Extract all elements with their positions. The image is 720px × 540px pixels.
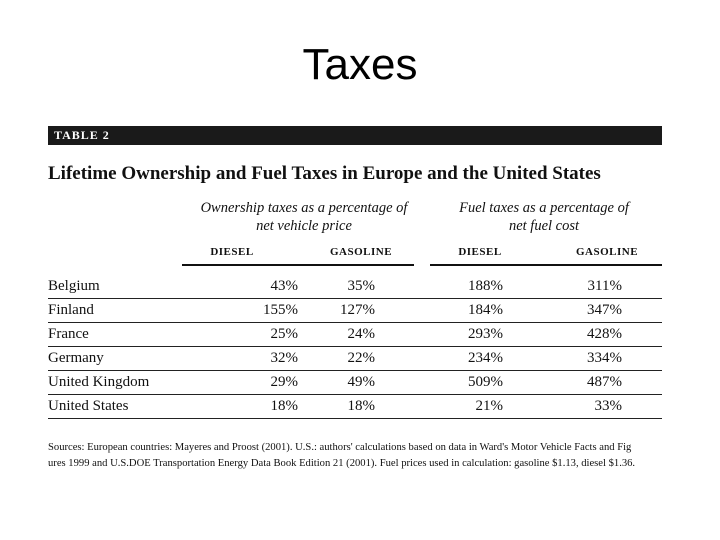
country-cell: Finland: [48, 302, 94, 318]
own-gasoline-cell: 24%: [347, 326, 376, 342]
fuel-header-rule: [430, 264, 662, 266]
table-row: United States 18% 18% 21% 33%: [48, 394, 662, 419]
own-gasoline-cell: 22%: [347, 350, 376, 366]
fuel-gasoline-cell: 33%: [594, 398, 623, 414]
fuel-diesel-cell: 234%: [468, 350, 503, 366]
fuel-diesel-cell: 184%: [468, 302, 503, 318]
own-diesel-cell: 155%: [263, 302, 298, 318]
own-gasoline-cell: 35%: [347, 278, 376, 294]
country-cell: France: [48, 326, 89, 342]
fuel-diesel-cell: 21%: [475, 398, 504, 414]
table-row: Belgium 43% 35% 188% 311%: [48, 274, 662, 299]
fuel-gasoline-cell: 334%: [587, 350, 622, 366]
country-cell: United Kingdom: [48, 374, 150, 390]
ownership-header-rule: [182, 264, 414, 266]
ownership-header-line2: net vehicle price: [256, 218, 352, 234]
col-header-own-diesel: DIESEL: [210, 246, 254, 258]
sources-line1: Sources: European countries: Mayeres and…: [48, 442, 632, 453]
fuel-header-line1: Fuel taxes as a percentage of: [459, 200, 629, 216]
own-diesel-cell: 29%: [270, 374, 299, 390]
col-header-own-gasoline: GASOLINE: [329, 246, 393, 258]
fuel-gasoline-cell: 347%: [587, 302, 622, 318]
col-header-fuel-diesel: DIESEL: [458, 246, 502, 258]
fuel-gasoline-cell: 428%: [587, 326, 622, 342]
own-diesel-cell: 18%: [270, 398, 299, 414]
fuel-gasoline-cell: 311%: [587, 278, 622, 294]
own-gasoline-cell: 49%: [347, 374, 376, 390]
own-gasoline-cell: 127%: [340, 302, 375, 318]
fuel-diesel-cell: 293%: [468, 326, 503, 342]
table-row: Finland 155% 127% 184% 347%: [48, 298, 662, 323]
fuel-group-header: Fuel taxes as a percentage of net fuel c…: [426, 199, 662, 235]
col-header-fuel-gasoline: GASOLINE: [575, 246, 639, 258]
sources-note: Sources: European countries: Mayeres and…: [48, 440, 664, 472]
ownership-header-line1: Ownership taxes as a percentage of: [200, 200, 408, 216]
own-gasoline-cell: 18%: [347, 398, 376, 414]
table-title: Lifetime Ownership and Fuel Taxes in Eur…: [48, 163, 601, 184]
fuel-diesel-cell: 509%: [468, 374, 503, 390]
ownership-group-header: Ownership taxes as a percentage of net v…: [188, 199, 420, 235]
slide-title: Taxes: [302, 40, 418, 89]
table-row: United Kingdom 29% 49% 509% 487%: [48, 370, 662, 395]
own-diesel-cell: 43%: [270, 278, 299, 294]
own-diesel-cell: 25%: [270, 326, 299, 342]
table-label-banner: TABLE 2: [48, 126, 662, 145]
own-diesel-cell: 32%: [270, 350, 299, 366]
country-cell: Belgium: [48, 278, 100, 294]
fuel-header-line2: net fuel cost: [508, 218, 580, 234]
table-row: France 25% 24% 293% 428%: [48, 322, 662, 347]
fuel-gasoline-cell: 487%: [587, 374, 622, 390]
fuel-diesel-cell: 188%: [468, 278, 503, 294]
sources-line2: ures 1999 and U.S.DOE Transportation Ene…: [48, 458, 636, 469]
table-row: Germany 32% 22% 234% 334%: [48, 346, 662, 371]
country-cell: United States: [48, 398, 129, 414]
country-cell: Germany: [48, 350, 104, 366]
